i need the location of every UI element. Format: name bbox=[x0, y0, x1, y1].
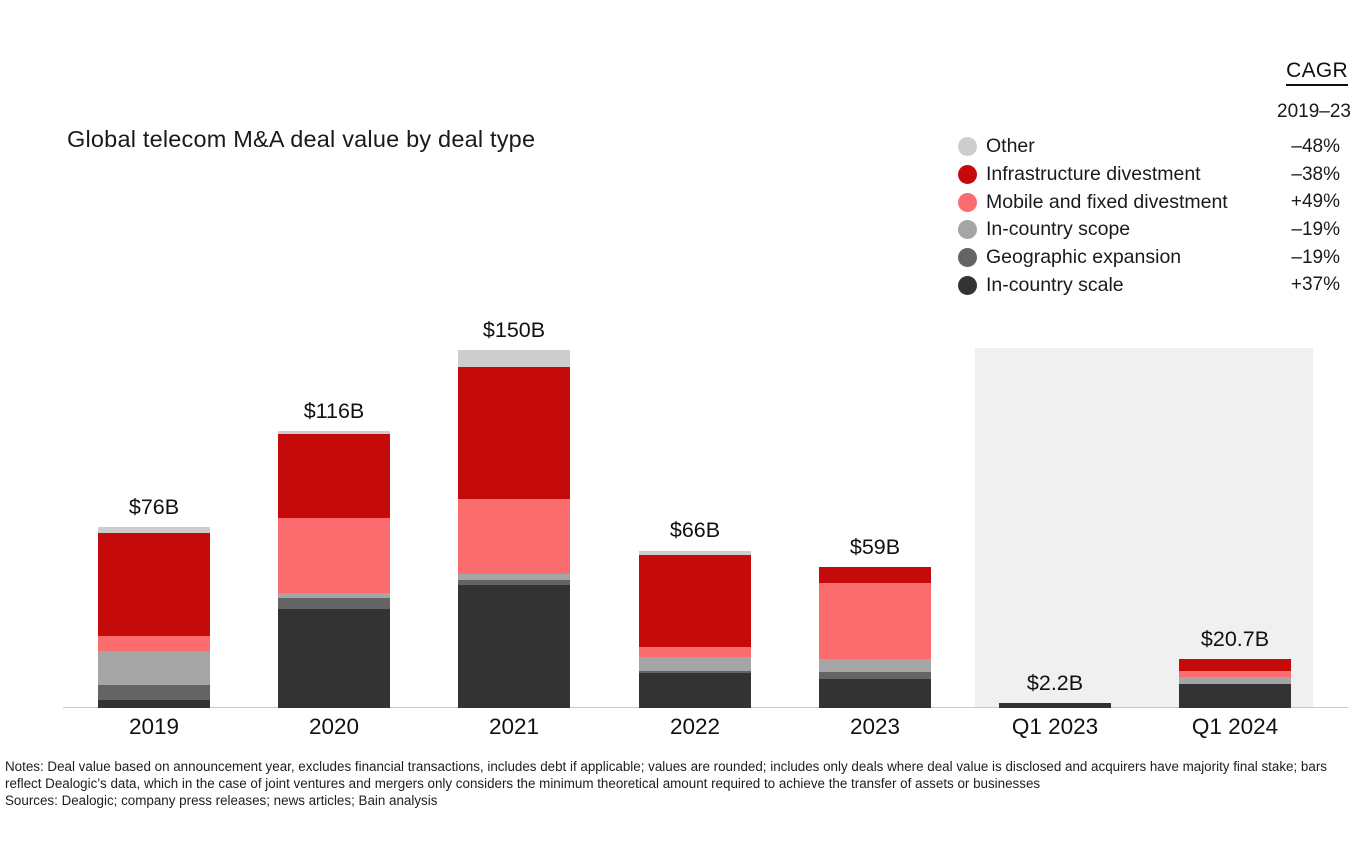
bar-segment-infrastructure-divestment bbox=[819, 567, 931, 583]
bar-segment-mobile-and-fixed-divestment bbox=[278, 518, 390, 594]
bar-segment-infrastructure-divestment bbox=[1179, 658, 1291, 672]
bar-segment-geographic-expansion bbox=[98, 685, 210, 700]
bar-segment-in-country-scale bbox=[98, 699, 210, 708]
legend-swatch-icon bbox=[958, 165, 977, 185]
x-axis-label-q1-2024: Q1 2024 bbox=[1191, 714, 1279, 739]
bar-segment-other bbox=[639, 550, 751, 556]
bar-q1-2023 bbox=[999, 702, 1111, 708]
legend-label: Mobile and fixed divestment bbox=[986, 190, 1228, 213]
bar-segment-in-country-scale bbox=[278, 608, 390, 708]
legend-row-infrastructure-divestment: Infrastructure divestment –38% bbox=[958, 161, 1340, 189]
bar-segment-mobile-and-fixed-divestment bbox=[98, 636, 210, 651]
bar-segment-infrastructure-divestment bbox=[98, 532, 210, 637]
legend-label: Other bbox=[986, 135, 1035, 158]
quarterly-highlight-region bbox=[975, 348, 1313, 708]
legend-cagr-value: +49% bbox=[1290, 191, 1340, 213]
chart-legend: Other –48% Infrastructure divestment –38% Mo… bbox=[958, 133, 1340, 299]
bar-segment-infrastructure-divestment bbox=[639, 555, 751, 648]
legend-row-mobile-and-fixed-divestment: Mobile and fixed divestment +49% bbox=[958, 188, 1340, 216]
bar-segment-in-country-scale bbox=[639, 673, 751, 708]
x-axis-label-2019: 2019 bbox=[128, 714, 180, 739]
legend-row-in-country-scope: In-country scope –19% bbox=[958, 216, 1340, 244]
x-axis-label-2023: 2023 bbox=[849, 714, 901, 739]
legend-swatch-icon bbox=[958, 220, 977, 240]
notes-text: Notes: Deal value based on announcement … bbox=[5, 759, 1327, 792]
legend-cagr-value: –38% bbox=[1291, 163, 1340, 185]
legend-row-in-country-scale: In-country scale +37% bbox=[958, 271, 1340, 299]
bar-segment-geographic-expansion bbox=[278, 598, 390, 609]
sources-text: Sources: Dealogic; company press release… bbox=[5, 793, 438, 809]
chart-title: Global telecom M&A deal value by deal ty… bbox=[67, 126, 536, 152]
bar-segment-in-country-scale bbox=[999, 702, 1111, 708]
legend-swatch-icon bbox=[958, 275, 977, 295]
legend-swatch-icon bbox=[958, 192, 977, 212]
bar-segment-other bbox=[458, 350, 570, 367]
bar-segment-in-country-scope bbox=[278, 593, 390, 599]
legend-row-other: Other –48% bbox=[958, 133, 1340, 161]
bar-segment-in-country-scope bbox=[639, 656, 751, 672]
x-axis-label-2022: 2022 bbox=[669, 714, 721, 739]
bar-total-label-2022: $66B bbox=[669, 518, 721, 543]
bar-segment-geographic-expansion bbox=[458, 580, 570, 586]
bar-segment-infrastructure-divestment bbox=[278, 433, 390, 519]
x-axis-label-2020: 2020 bbox=[308, 714, 360, 739]
bar-2020 bbox=[278, 431, 390, 708]
bar-total-label-2023: $59B bbox=[849, 535, 901, 560]
bar-segment-infrastructure-divestment bbox=[458, 366, 570, 500]
bar-segment-mobile-and-fixed-divestment bbox=[639, 647, 751, 657]
bar-segment-in-country-scale bbox=[1179, 684, 1291, 708]
bar-segment-mobile-and-fixed-divestment bbox=[819, 582, 931, 660]
bar-segment-in-country-scope bbox=[819, 659, 931, 673]
legend-cagr-value: –48% bbox=[1291, 135, 1340, 157]
cagr-column-header: CAGR bbox=[1286, 59, 1348, 86]
bar-segment-in-country-scope bbox=[98, 650, 210, 686]
bar-total-label-q1-2024: $20.7B bbox=[1200, 626, 1270, 651]
bar-total-label-2021: $150B bbox=[482, 318, 546, 342]
legend-cagr-value: –19% bbox=[1291, 246, 1340, 268]
bar-segment-other bbox=[278, 431, 390, 434]
bar-q1-2024 bbox=[1179, 658, 1291, 708]
legend-row-geographic-expansion: Geographic expansion –19% bbox=[958, 244, 1340, 272]
bar-segment-in-country-scope bbox=[1179, 676, 1291, 685]
bar-segment-mobile-and-fixed-divestment bbox=[458, 499, 570, 575]
bar-2019 bbox=[98, 526, 210, 708]
legend-label: In-country scale bbox=[986, 273, 1124, 296]
bar-segment-in-country-scope bbox=[458, 574, 570, 581]
cagr-period-label: 2019–23 bbox=[1277, 101, 1351, 122]
x-axis-label-q1-2023: Q1 2023 bbox=[1011, 714, 1099, 739]
bar-segment-in-country-scale bbox=[819, 679, 931, 708]
bar-total-label-2019: $76B bbox=[128, 494, 180, 519]
bar-segment-other bbox=[98, 526, 210, 533]
bar-2022 bbox=[639, 550, 751, 708]
bar-segment-geographic-expansion bbox=[819, 672, 931, 680]
bar-segment-geographic-expansion bbox=[639, 671, 751, 674]
bar-total-label-2020: $116B bbox=[303, 399, 365, 424]
legend-swatch-icon bbox=[958, 137, 977, 157]
x-axis-label-2021: 2021 bbox=[488, 714, 540, 739]
legend-label: In-country scope bbox=[986, 218, 1131, 241]
legend-label: Geographic expansion bbox=[986, 246, 1182, 269]
bar-segment-in-country-scale bbox=[458, 585, 570, 708]
footnotes: Notes: Deal value based on announcement … bbox=[5, 758, 1357, 809]
legend-swatch-icon bbox=[958, 248, 977, 268]
bar-segment-mobile-and-fixed-divestment bbox=[1179, 671, 1291, 677]
legend-cagr-value: +37% bbox=[1290, 274, 1340, 296]
bar-2021 bbox=[458, 350, 570, 708]
bar-total-label-q1-2023: $2.2B bbox=[1026, 670, 1084, 695]
legend-cagr-value: –19% bbox=[1291, 218, 1340, 240]
legend-label: Infrastructure divestment bbox=[986, 163, 1201, 186]
bar-2023 bbox=[819, 567, 931, 708]
